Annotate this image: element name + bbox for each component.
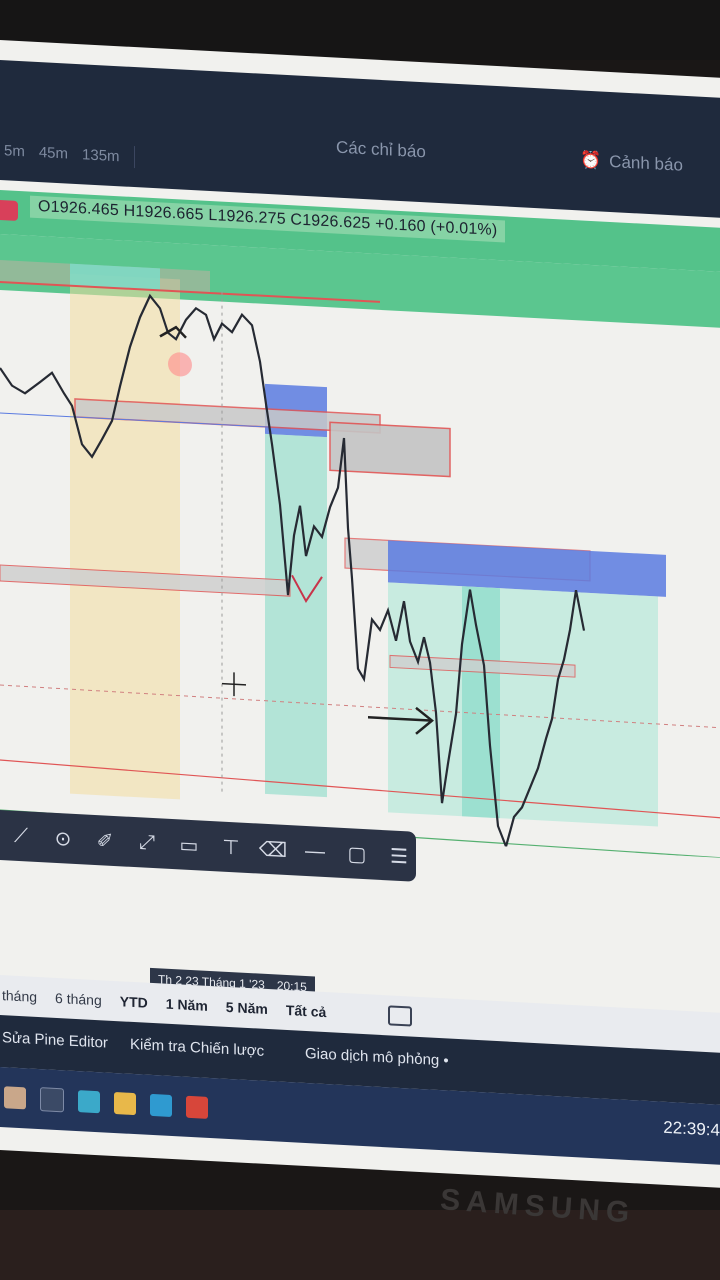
callout-tool-icon[interactable]: ▭ <box>179 833 199 857</box>
range-5-years[interactable]: 5 Năm <box>225 998 268 1018</box>
dashed-level-line <box>0 684 720 729</box>
toolbar-divider <box>133 145 135 169</box>
timeframe-5m[interactable]: 5m <box>4 141 25 160</box>
hline-tool-icon[interactable]: — <box>305 839 325 863</box>
compare-range-icon[interactable] <box>388 1005 413 1027</box>
strategy-tester-tab[interactable]: Kiểm tra Chiến lược <box>130 1035 265 1060</box>
support-line[interactable] <box>0 759 720 819</box>
cursor-tool-icon[interactable]: ⟋ <box>14 824 28 847</box>
alert-label: Cảnh báo <box>609 151 683 175</box>
supply-box-2[interactable] <box>329 421 451 478</box>
price-chart[interactable] <box>0 220 720 858</box>
blue-guide-line <box>0 412 270 428</box>
paper-trading-tab[interactable]: Giao dịch mô phỏng • <box>305 1044 449 1070</box>
timeframe-row: 5m 45m 135m <box>0 130 135 177</box>
eraser-tool-icon[interactable]: ⌫ <box>258 838 288 862</box>
alert-clock-icon: ⏰ <box>580 150 602 171</box>
app-icon[interactable] <box>78 1090 100 1114</box>
target-zone-teal[interactable] <box>265 433 327 798</box>
trendline-tool-icon[interactable]: ⤢ <box>139 830 155 854</box>
range-month[interactable]: tháng <box>2 987 38 1005</box>
file-explorer-icon[interactable] <box>114 1091 136 1116</box>
range-6-months[interactable]: 6 tháng <box>55 989 102 1009</box>
yellow-time-zone <box>70 273 180 800</box>
task-view-icon[interactable] <box>40 1087 64 1113</box>
range-ytd[interactable]: YTD <box>119 993 148 1011</box>
pin-callout-tool-icon[interactable]: ⊤ <box>222 836 240 860</box>
supply-box-3[interactable] <box>0 564 291 597</box>
desk-background <box>0 1210 720 1280</box>
price-line <box>0 293 586 851</box>
teal-top-zone <box>70 263 160 291</box>
settings-sliders-icon[interactable]: ☰ <box>390 844 408 868</box>
user-avatar-icon[interactable] <box>4 1086 26 1110</box>
arrow-annotation-shaft[interactable] <box>368 716 430 722</box>
store-icon[interactable] <box>150 1093 172 1118</box>
timeframe-45m[interactable]: 45m <box>38 143 69 163</box>
timeframe-135m[interactable]: 135m <box>82 145 120 165</box>
stop-zone-blue-2[interactable] <box>388 540 666 597</box>
resistance-line[interactable] <box>0 281 380 303</box>
office-icon[interactable] <box>186 1095 208 1119</box>
tradingview-screen: 5m 45m 135m Các chỉ báo ⏰ Cảnh báo O1926… <box>0 40 720 1188</box>
crosshair-cursor-icon <box>222 672 246 697</box>
range-all[interactable]: Tất cả <box>285 1001 327 1021</box>
arrow-annotation-head[interactable] <box>415 706 434 735</box>
highlight-dot <box>168 352 192 377</box>
comment-tool-icon[interactable]: ▢ <box>347 842 367 866</box>
brush-tool-icon[interactable]: ✐ <box>96 829 114 853</box>
target-zone-teal-2[interactable] <box>388 582 658 827</box>
target-tool-icon[interactable]: ⊙ <box>54 827 72 851</box>
top-arrow-annotation[interactable] <box>159 325 187 339</box>
red-check-annotation[interactable] <box>291 574 323 603</box>
symbol-flag-icon <box>0 200 18 221</box>
range-1-year[interactable]: 1 Năm <box>165 995 208 1014</box>
pine-editor-tab[interactable]: Sửa Pine Editor <box>2 1029 108 1052</box>
taskbar-clock: 22:39:4 <box>663 1117 720 1140</box>
